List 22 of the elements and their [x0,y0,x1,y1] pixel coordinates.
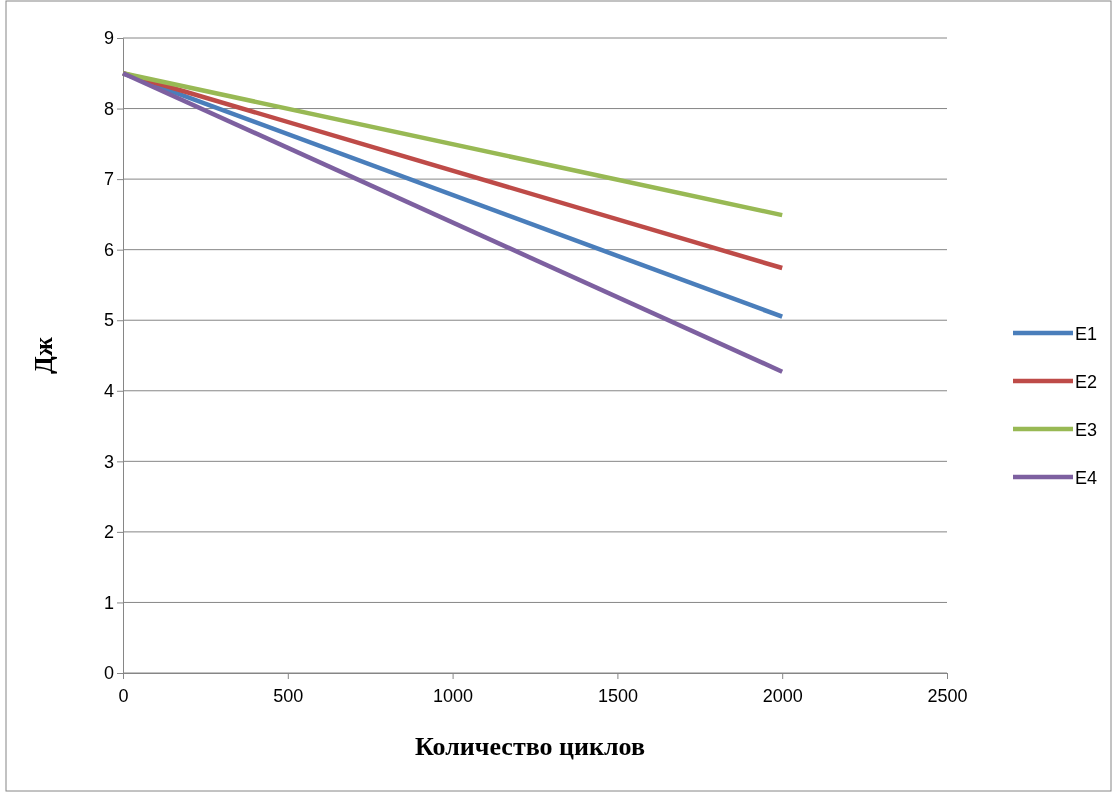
x-tick-label: 2500 [927,685,968,706]
y-tick-label: 5 [103,310,114,331]
x-tick-label: 2000 [762,685,803,706]
y-tick-label: 2 [103,522,114,543]
y-tick-label: 4 [103,381,114,402]
x-tick-label: 0 [118,685,129,706]
legend-label: E1 [1075,324,1098,344]
legend-label: E4 [1075,468,1098,488]
y-tick-label: 0 [103,663,114,684]
y-tick-label: 1 [103,592,114,613]
legend-label: E2 [1075,372,1098,392]
x-tick-label: 500 [273,685,304,706]
y-tick-label: 8 [103,98,114,119]
x-axis-title: Количество циклов [415,732,645,761]
x-tick-label: 1500 [597,685,638,706]
y-tick-label: 6 [103,239,114,260]
y-tick-label: 7 [103,169,114,190]
legend-label: E3 [1075,420,1098,440]
y-tick-label: 3 [103,451,114,472]
x-tick-label: 1000 [433,685,474,706]
y-axis-title: Дж [29,336,58,374]
y-tick-label: 9 [103,28,114,49]
